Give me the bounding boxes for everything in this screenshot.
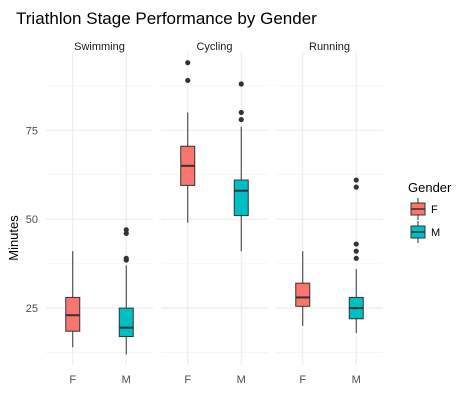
panel-swimming: Swimming F M xyxy=(46,41,153,386)
outlier-point xyxy=(123,255,129,261)
outlier-point xyxy=(238,116,244,123)
y-axis-title: Minutes xyxy=(6,215,21,261)
x-tick-label: M xyxy=(122,374,131,386)
facet-panels: Swimming F M Cycling F M Running F M xyxy=(46,41,383,386)
legend-label: M xyxy=(431,227,440,239)
legend-item-f: F xyxy=(410,198,438,220)
x-tick-label: M xyxy=(237,374,246,386)
outlier-point xyxy=(353,184,359,190)
outlier-point xyxy=(353,248,359,254)
outlier-point xyxy=(123,230,129,236)
box-cycling-f xyxy=(180,60,196,223)
outlier-point xyxy=(185,77,191,84)
box-swimming-m xyxy=(118,227,134,355)
outlier-point xyxy=(353,241,359,247)
panel-cycling: Cycling F M xyxy=(161,41,268,386)
y-tick-label: 75 xyxy=(26,125,38,137)
box-body xyxy=(233,179,249,217)
y-tick-label: 25 xyxy=(26,303,38,315)
box-swimming-f xyxy=(65,251,81,348)
outlier-point xyxy=(238,109,244,116)
x-tick-label: M xyxy=(352,374,361,386)
facet-strip-label: Swimming xyxy=(74,41,125,53)
outlier-point xyxy=(353,177,359,183)
box-running-f xyxy=(295,251,311,326)
chart-title: Triathlon Stage Performance by Gender xyxy=(16,9,317,28)
legend-items: FM xyxy=(410,198,440,243)
y-axis-ticks: 25 50 75 xyxy=(26,125,38,315)
x-tick-label: F xyxy=(299,374,306,386)
box-cycling-m xyxy=(233,81,249,252)
legend-item-m: M xyxy=(410,221,440,243)
outlier-point xyxy=(123,227,129,233)
outlier-point xyxy=(185,60,191,66)
x-tick-label: F xyxy=(69,374,76,386)
facet-strip-label: Running xyxy=(309,41,350,53)
x-tick-label: F xyxy=(184,374,191,386)
outlier-point xyxy=(353,255,359,261)
outlier-point xyxy=(238,81,244,87)
facet-strip-label: Cycling xyxy=(196,41,232,53)
panel-running: Running F M xyxy=(276,41,383,386)
box-running-m xyxy=(348,177,364,333)
box-body xyxy=(295,282,311,307)
y-tick-label: 50 xyxy=(26,214,38,226)
legend-title: Gender xyxy=(408,180,452,195)
box-body xyxy=(118,307,134,338)
legend: Gender FM xyxy=(408,180,452,243)
legend-label: F xyxy=(431,204,438,216)
